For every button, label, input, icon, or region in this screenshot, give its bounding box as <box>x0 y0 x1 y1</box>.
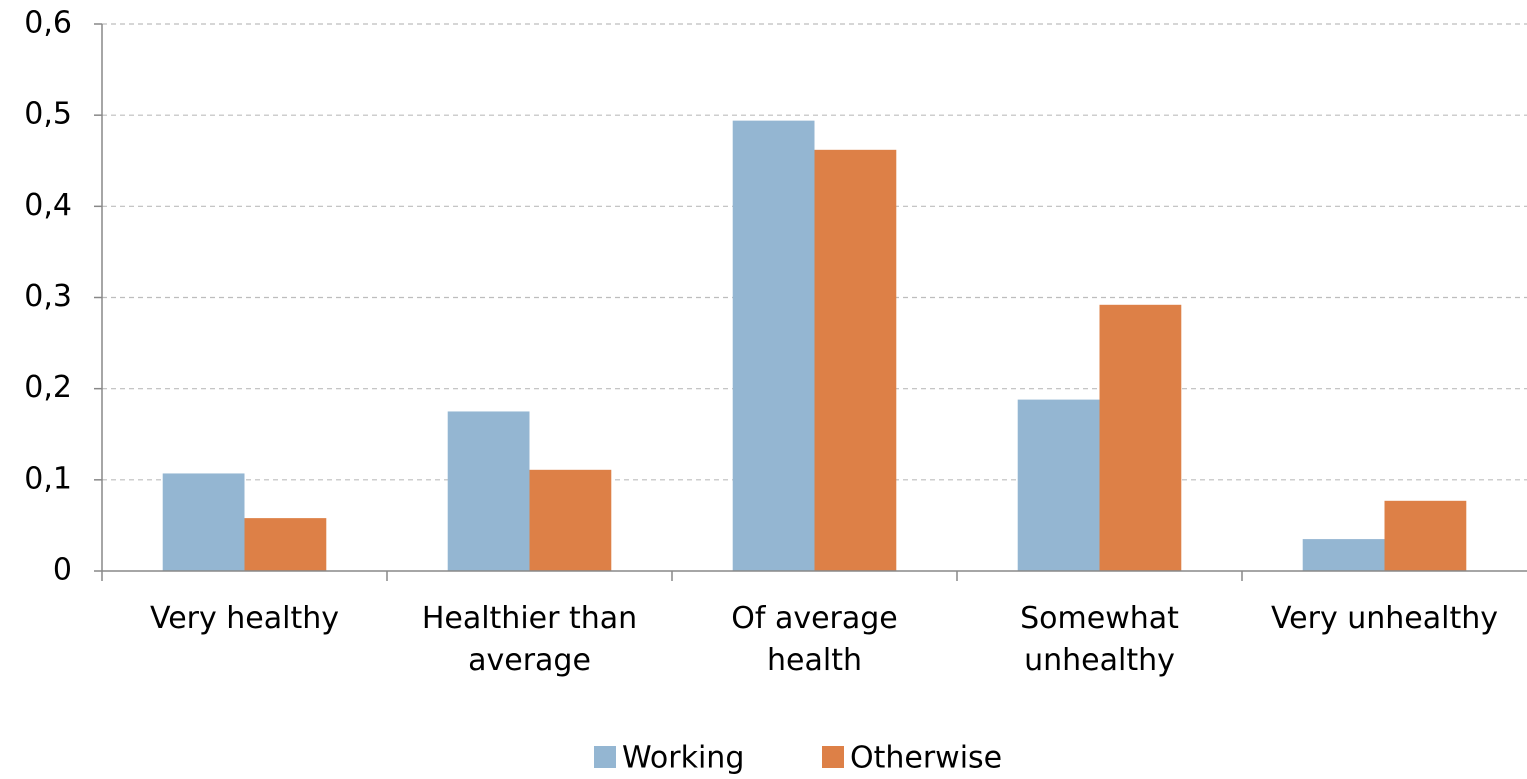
legend-swatch <box>822 746 844 768</box>
bar <box>1302 539 1385 571</box>
bar <box>162 473 245 571</box>
bar <box>732 120 815 572</box>
legend-label: Working <box>622 741 744 776</box>
bar <box>447 411 530 571</box>
legend-label: Otherwise <box>850 741 1002 776</box>
y-tick-label: 0,5 <box>24 97 72 132</box>
bar <box>244 518 327 571</box>
y-tick-label: 0 <box>53 553 72 588</box>
y-tick-label: 0,3 <box>24 279 72 314</box>
x-tick-label: Of average health <box>731 601 898 678</box>
x-tick-label: Somewhat unhealthy <box>1020 601 1179 678</box>
bar <box>1384 500 1467 571</box>
x-tick-label: Healthier than average <box>421 601 638 678</box>
x-tick-label: Very unhealthy <box>1270 601 1499 636</box>
bar <box>1017 399 1100 571</box>
legend-swatch <box>594 746 616 768</box>
bar <box>1099 304 1182 571</box>
y-tick-label: 0,6 <box>24 6 72 41</box>
bar <box>529 469 612 571</box>
bar <box>814 149 897 571</box>
y-tick-label: 0,2 <box>24 370 72 405</box>
y-tick-label: 0,4 <box>24 188 72 223</box>
x-tick-label: Very healthy <box>150 601 339 636</box>
y-tick-label: 0,1 <box>24 461 72 496</box>
